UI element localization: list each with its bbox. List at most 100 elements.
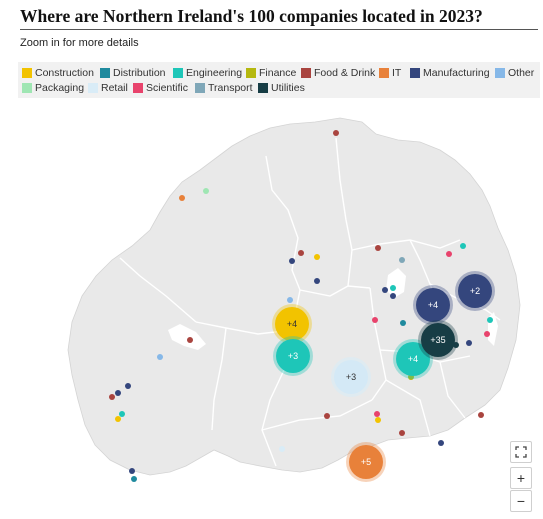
map[interactable]: +4 +3 +3 +4 +4 +2 +3 (0, 100, 543, 519)
legend-item-retail[interactable]: Retail (88, 82, 128, 94)
chart-title: Where are Northern Ireland's 100 compani… (20, 6, 483, 26)
company-dot[interactable] (390, 293, 396, 299)
company-dot[interactable] (324, 413, 330, 419)
lough (386, 268, 406, 298)
company-dot[interactable] (115, 390, 121, 396)
legend-item-scientific[interactable]: Scientific (133, 82, 188, 94)
company-dot[interactable] (478, 412, 484, 418)
company-dot[interactable] (187, 337, 193, 343)
lough-erne (168, 324, 206, 350)
cluster-manufacturing-north[interactable]: +4 (413, 285, 453, 325)
company-dot[interactable] (375, 417, 381, 423)
company-dot[interactable] (438, 440, 444, 446)
legend-swatch (22, 68, 32, 78)
legend-label: IT (392, 67, 402, 79)
cluster-retail[interactable]: +3 (331, 357, 371, 397)
company-dot[interactable] (487, 317, 493, 323)
company-dot[interactable] (484, 331, 490, 337)
cluster-label: +3 (288, 351, 298, 361)
fullscreen-button[interactable] (510, 441, 532, 463)
company-dot[interactable] (390, 285, 396, 291)
legend-item-finance[interactable]: Finance (246, 67, 296, 79)
company-dot[interactable] (131, 476, 137, 482)
company-dot[interactable] (287, 297, 293, 303)
zoom-out-button[interactable]: − (510, 490, 532, 512)
cluster-engineering-east[interactable]: +4 (393, 339, 433, 379)
company-dot[interactable] (399, 257, 405, 263)
company-dot[interactable] (115, 416, 121, 422)
legend-item-packaging[interactable]: Packaging (22, 82, 84, 94)
legend-swatch (410, 68, 420, 78)
company-dot[interactable] (374, 411, 380, 417)
company-dot[interactable] (382, 287, 388, 293)
cluster-label: +2 (470, 286, 480, 296)
legend-item-food-drink[interactable]: Food & Drink (301, 67, 375, 79)
legend-item-other[interactable]: Other (495, 67, 534, 79)
legend-item-engineering[interactable]: Engineering (173, 67, 242, 79)
legend: Construction Distribution Engineering Fi… (18, 62, 540, 98)
company-dot[interactable] (446, 251, 452, 257)
company-dot[interactable] (460, 243, 466, 249)
legend-swatch (258, 83, 268, 93)
company-dot[interactable] (157, 354, 163, 360)
legend-label: Construction (35, 67, 94, 79)
title-divider (20, 29, 538, 30)
company-dot[interactable] (119, 411, 125, 417)
legend-item-transport[interactable]: Transport (195, 82, 253, 94)
legend-swatch (133, 83, 143, 93)
company-dot[interactable] (289, 258, 295, 264)
land-outline (67, 117, 521, 476)
fullscreen-icon (515, 446, 527, 458)
legend-swatch (22, 83, 32, 93)
company-dot[interactable] (466, 340, 472, 346)
cluster-circle (416, 288, 450, 322)
legend-label: Distribution (113, 67, 166, 79)
company-dot[interactable] (314, 278, 320, 284)
legend-label: Food & Drink (314, 67, 376, 79)
company-dots (109, 130, 493, 482)
cluster-construction[interactable]: +4 (272, 304, 312, 344)
cluster-engineering-west[interactable]: +3 (273, 336, 313, 376)
company-dot[interactable] (179, 195, 185, 201)
legend-swatch (379, 68, 389, 78)
company-dot[interactable] (279, 446, 285, 452)
company-dot[interactable] (400, 320, 406, 326)
legend-label: Finance (259, 67, 297, 79)
legend-swatch (195, 83, 205, 93)
legend-item-distribution[interactable]: Distribution (100, 67, 166, 79)
company-dot[interactable] (375, 245, 381, 251)
cluster-manufacturing-east[interactable]: +2 (455, 271, 495, 311)
cluster-utilities-belfast[interactable]: +35 (418, 320, 458, 360)
legend-item-construction[interactable]: Construction (22, 67, 94, 79)
legend-label: Retail (101, 82, 128, 94)
company-dot[interactable] (109, 394, 115, 400)
cluster-circle (458, 274, 492, 308)
legend-item-it[interactable]: IT (379, 67, 401, 79)
chart-subtitle: Zoom in for more details (20, 37, 139, 49)
cluster-circle (275, 307, 309, 341)
legend-item-utilities[interactable]: Utilities (258, 82, 305, 94)
cluster-circle (421, 323, 455, 357)
legend-swatch (88, 83, 98, 93)
legend-item-manufacturing[interactable]: Manufacturing (410, 67, 490, 79)
company-dot[interactable] (125, 383, 131, 389)
company-dot[interactable] (298, 250, 304, 256)
legend-swatch (100, 68, 110, 78)
cluster-circle (276, 339, 310, 373)
land (67, 117, 521, 476)
company-dot[interactable] (314, 254, 320, 260)
company-dot[interactable] (129, 468, 135, 474)
company-dot[interactable] (372, 317, 378, 323)
company-dot[interactable] (203, 188, 209, 194)
legend-swatch (301, 68, 311, 78)
legend-label: Packaging (35, 82, 85, 94)
cluster-it[interactable]: +5 (346, 442, 386, 482)
cluster-label: +5 (361, 457, 371, 467)
company-dot[interactable] (399, 430, 405, 436)
legend-label: Engineering (186, 67, 243, 79)
cluster-label: +4 (428, 300, 438, 310)
legend-swatch (495, 68, 505, 78)
company-dot[interactable] (333, 130, 339, 136)
zoom-in-button[interactable]: + (510, 467, 532, 489)
legend-label: Manufacturing (423, 67, 490, 79)
